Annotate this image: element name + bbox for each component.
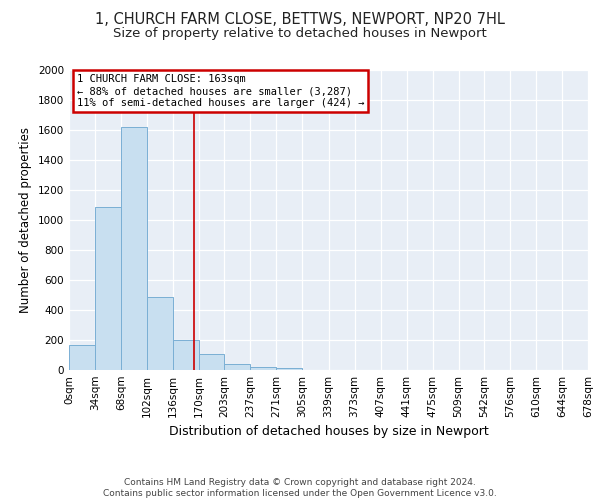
Text: 1 CHURCH FARM CLOSE: 163sqm
← 88% of detached houses are smaller (3,287)
11% of : 1 CHURCH FARM CLOSE: 163sqm ← 88% of det… xyxy=(77,74,364,108)
Bar xyxy=(250,367,277,370)
Bar xyxy=(277,368,302,370)
Bar xyxy=(147,296,173,370)
Bar xyxy=(224,364,250,370)
X-axis label: Distribution of detached houses by size in Newport: Distribution of detached houses by size … xyxy=(169,426,488,438)
Bar xyxy=(95,207,121,370)
Bar xyxy=(199,354,224,370)
Bar xyxy=(121,127,147,370)
Bar xyxy=(69,345,95,370)
Bar xyxy=(173,340,199,370)
Y-axis label: Number of detached properties: Number of detached properties xyxy=(19,127,32,313)
Text: 1, CHURCH FARM CLOSE, BETTWS, NEWPORT, NP20 7HL: 1, CHURCH FARM CLOSE, BETTWS, NEWPORT, N… xyxy=(95,12,505,28)
Text: Contains HM Land Registry data © Crown copyright and database right 2024.
Contai: Contains HM Land Registry data © Crown c… xyxy=(103,478,497,498)
Text: Size of property relative to detached houses in Newport: Size of property relative to detached ho… xyxy=(113,28,487,40)
